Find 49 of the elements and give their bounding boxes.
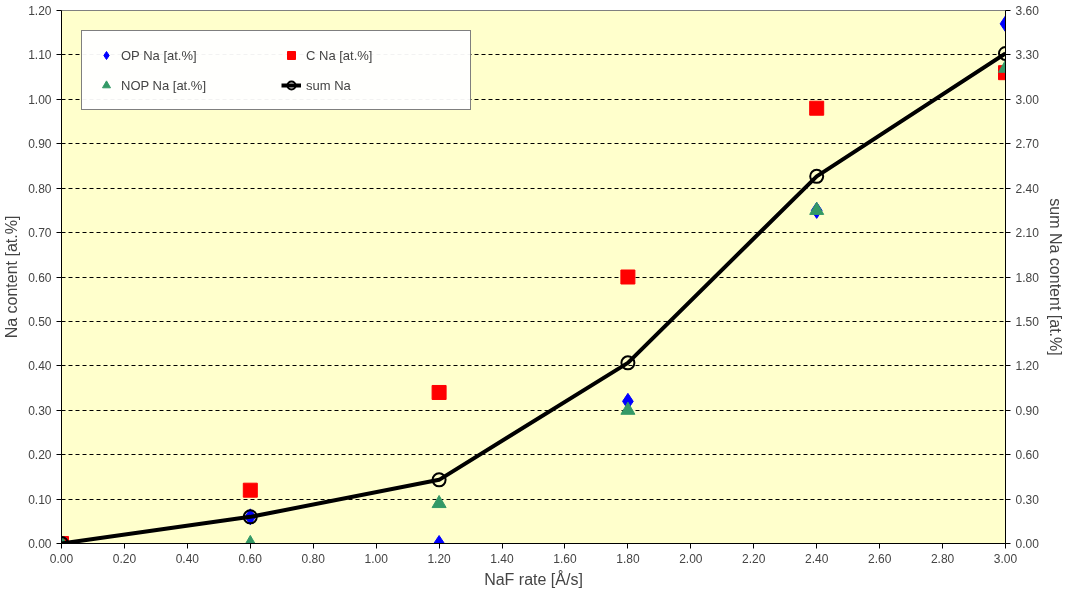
legend-label: NOP Na [at.%] — [121, 77, 207, 93]
y2-tick-label: 1.50 — [1015, 314, 1040, 329]
x-tick-label: 1.00 — [364, 551, 389, 566]
y2-tick-label: 3.30 — [1015, 48, 1040, 63]
x-tick-label: 3.00 — [993, 551, 1018, 566]
y2-tick-label: 2.40 — [1015, 181, 1040, 196]
x-tick-label: 0.20 — [112, 551, 137, 566]
x-tick-label: 2.00 — [679, 551, 703, 566]
y-tick-label: 0.40 — [28, 359, 52, 374]
x-tick-label: 0.00 — [49, 551, 74, 566]
y-tick-label: 1.20 — [28, 4, 52, 18]
y-tick-label: 0.60 — [28, 270, 52, 285]
x-tick-label: 0.40 — [175, 551, 200, 566]
y2-tick-label: 1.20 — [1015, 359, 1040, 374]
y2-tick-label: 2.70 — [1015, 137, 1040, 152]
y2-tick-label: 1.80 — [1015, 270, 1040, 285]
x-tick-label: 1.60 — [553, 551, 577, 566]
y-tick-label: 0.30 — [28, 403, 52, 418]
x-tick-label: 1.40 — [490, 551, 515, 566]
x-tick-label: 1.80 — [616, 551, 640, 566]
legend-label: OP Na [at.%] — [121, 47, 198, 63]
x-tick-label: 0.80 — [301, 551, 326, 566]
y2-tick-label: 0.00 — [1015, 537, 1040, 551]
x-tick-label: 2.80 — [930, 551, 955, 566]
x-tick-label: 1.20 — [427, 551, 452, 566]
y-tick-label: 0.90 — [28, 137, 52, 152]
y-axis-title: Na content [at.%] — [3, 215, 21, 339]
y-tick-label: 0.50 — [28, 314, 52, 329]
y-tick-label: 1.00 — [28, 92, 52, 107]
y-tick-label: 0.80 — [28, 181, 52, 196]
x-axis-title: NaF rate [Å/s] — [484, 569, 583, 588]
y-tick-label: 0.70 — [28, 226, 52, 241]
y2-tick-label: 2.10 — [1015, 226, 1040, 241]
x-tick-label: 2.60 — [867, 551, 892, 566]
y-tick-label: 0.10 — [28, 492, 52, 507]
y-tick-label: 0.00 — [28, 537, 52, 551]
x-tick-label: 2.40 — [805, 551, 829, 566]
y2-tick-label: 0.30 — [1015, 492, 1040, 507]
y2-axis-title: sum Na content [at.%] — [1046, 198, 1064, 356]
legend-label: C Na [at.%] — [306, 47, 374, 63]
legend-label: sum Na — [306, 77, 352, 93]
y2-tick-label: 3.00 — [1015, 92, 1040, 107]
y-tick-label: 0.20 — [28, 448, 52, 463]
x-tick-label: 0.60 — [238, 551, 263, 566]
y2-tick-label: 0.60 — [1015, 448, 1040, 463]
y2-tick-label: 0.90 — [1015, 403, 1040, 418]
y2-tick-label: 3.60 — [1015, 4, 1040, 18]
y-tick-label: 1.10 — [28, 48, 52, 63]
x-tick-label: 2.20 — [742, 551, 766, 566]
